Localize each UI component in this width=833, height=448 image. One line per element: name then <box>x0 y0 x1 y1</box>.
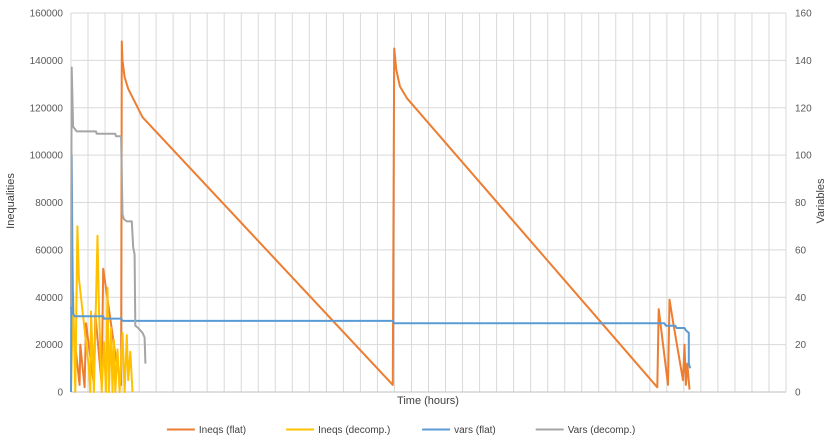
series-line-ineqs-flat <box>70 40 691 390</box>
y2-tick-label: 60 <box>795 245 807 256</box>
y2-tick-label: 20 <box>795 340 807 351</box>
legend-label-ineqs-flat: Ineqs (flat) <box>199 425 246 436</box>
series-line-ineqs-decomp <box>70 225 134 393</box>
legend-label-ineqs-decomp: Ineqs (decomp.) <box>318 425 390 436</box>
series-lines <box>70 40 692 393</box>
gridlines <box>70 12 787 393</box>
y-tick-label: 100000 <box>30 151 64 162</box>
y-tick-label: 20000 <box>35 340 63 351</box>
series-line-vars-flat <box>70 154 692 393</box>
y2-tick-label: 160 <box>795 9 812 20</box>
y-tick-label: 60000 <box>35 245 63 256</box>
y2-tick-label: 100 <box>795 151 812 162</box>
y-axis-title: Inequalities <box>5 173 17 229</box>
y2-tick-label: 40 <box>795 293 807 304</box>
y2-tick-label: 80 <box>795 198 807 209</box>
legend-label-vars-flat: vars (flat) <box>454 425 496 436</box>
x-axis-title: Time (hours) <box>397 395 459 407</box>
y2-tick-label: 0 <box>795 388 801 399</box>
y2-tick-label: 120 <box>795 103 812 114</box>
y-tick-label: 0 <box>57 388 63 399</box>
y-tick-label: 120000 <box>30 103 64 114</box>
left-axis-ticks: 0 20000 40000 60000 80000 100000 120000 140000 1… <box>30 9 64 399</box>
y-tick-label: 40000 <box>35 293 63 304</box>
y-tick-label: 80000 <box>35 198 63 209</box>
y-tick-label: 140000 <box>30 56 64 67</box>
y-tick-label: 160000 <box>30 9 64 20</box>
y2-tick-label: 140 <box>795 56 812 67</box>
legend: Ineqs (flat) Ineqs (decomp.) vars (flat) Va… <box>166 425 636 436</box>
series-line-vars-decomp <box>70 66 147 364</box>
y2-axis-title: Variables <box>815 178 827 224</box>
legend-label-vars-decomp: Vars (decomp.) <box>568 425 636 436</box>
right-axis-ticks: 0 20 40 60 80 100 120 140 160 <box>795 9 812 399</box>
